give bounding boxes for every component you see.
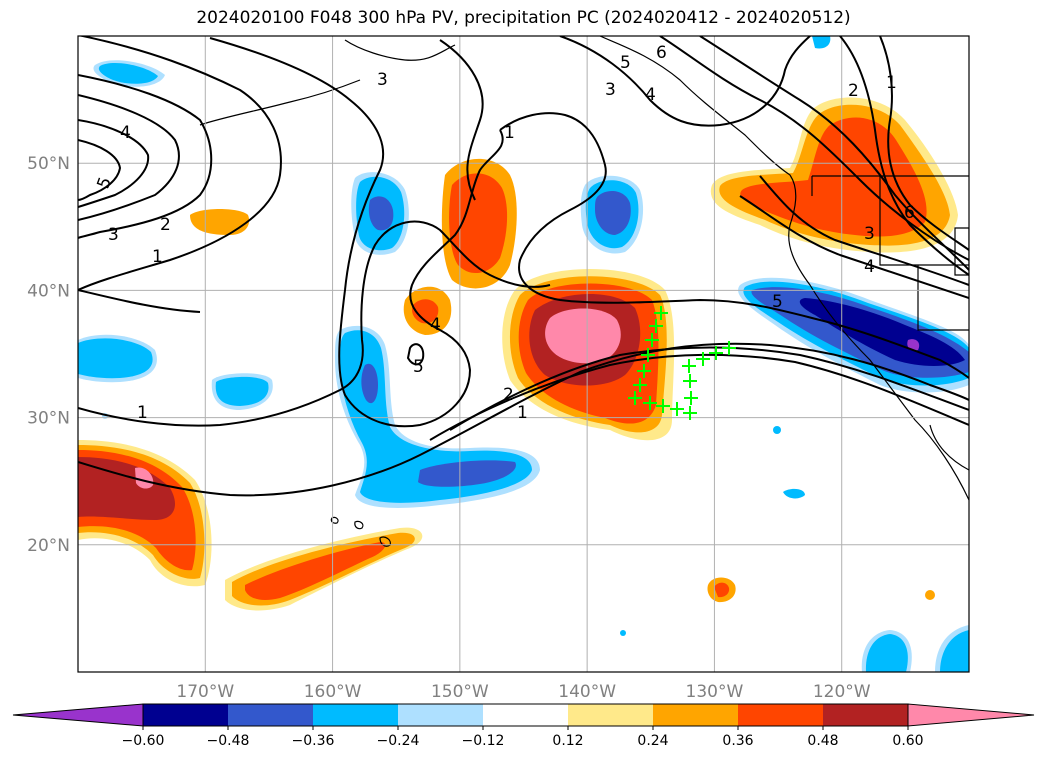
contour-label: 6 bbox=[904, 203, 915, 223]
plus-marker bbox=[682, 359, 696, 373]
plus-marker bbox=[696, 352, 710, 366]
plus-marker bbox=[656, 399, 670, 413]
colorbar-swatch bbox=[653, 704, 738, 726]
contour-label: 5 bbox=[413, 357, 424, 377]
contour-label: 1 bbox=[517, 403, 528, 423]
plus-marker bbox=[645, 333, 659, 347]
plus-marker bbox=[637, 364, 651, 378]
colorbar-tick-label: −0.12 bbox=[462, 733, 505, 749]
contour-label: 4 bbox=[430, 315, 441, 335]
plus-marker bbox=[654, 306, 668, 320]
colorbar-tick-label: −0.36 bbox=[292, 733, 335, 749]
colorbar-swatch bbox=[483, 704, 568, 726]
colorbar-tick-label: 0.36 bbox=[722, 733, 753, 749]
colorbar-tick-label: −0.24 bbox=[377, 733, 420, 749]
colorbar-tick-label: 0.48 bbox=[807, 733, 838, 749]
plus-marker bbox=[641, 348, 655, 362]
colorbar-swatch bbox=[823, 704, 908, 726]
contour-label: 5 bbox=[772, 292, 783, 312]
colorbar-frame bbox=[142, 703, 909, 727]
colorbar-tick-label: 0.12 bbox=[552, 733, 583, 749]
plus-marker bbox=[722, 341, 736, 355]
lon-tick-label: 130°W bbox=[686, 682, 744, 702]
plus-marker bbox=[670, 402, 684, 416]
colorbar-swatch bbox=[398, 704, 483, 726]
contour-label: 1 bbox=[886, 73, 897, 93]
colorbar-tick-label: −0.60 bbox=[122, 733, 165, 749]
lat-tick-label: 50°N bbox=[27, 154, 70, 174]
plus-marker bbox=[643, 396, 657, 410]
contour-label: 3 bbox=[108, 225, 119, 245]
contour-label: 2 bbox=[503, 385, 514, 405]
contour-label: 3 bbox=[605, 80, 616, 100]
coastlines bbox=[199, 36, 969, 547]
longitude-labels: 170°W 160°W 150°W 140°W 130°W 120°W bbox=[176, 682, 870, 702]
colorbar-swatch bbox=[568, 704, 653, 726]
contour-label: 3 bbox=[377, 70, 388, 90]
colorbar-swatch bbox=[738, 704, 823, 726]
lon-tick-label: 160°W bbox=[304, 682, 362, 702]
colorbar-extend-max bbox=[907, 703, 1035, 727]
contour-label: 1 bbox=[152, 247, 163, 267]
lat-tick-label: 40°N bbox=[27, 281, 70, 301]
borders bbox=[811, 175, 969, 331]
lon-tick-label: 170°W bbox=[176, 682, 234, 702]
map-area: 5 4 3 2 1 3 1 3 4 5 6 2 1 4 5 2 1 1 5 3 … bbox=[78, 36, 969, 672]
colorbar-swatch bbox=[143, 704, 228, 726]
gridlines bbox=[78, 36, 969, 672]
contour-label: 5 bbox=[620, 53, 631, 73]
plus-marker bbox=[649, 319, 663, 333]
contour-label: 6 bbox=[656, 43, 667, 63]
lat-tick-label: 30°N bbox=[27, 409, 70, 429]
colorbar-swatch bbox=[313, 704, 398, 726]
negative-precip-shading bbox=[78, 36, 969, 672]
colorbar bbox=[12, 703, 1035, 730]
plus-marker bbox=[683, 374, 697, 388]
contour-label: 4 bbox=[645, 85, 656, 105]
colorbar-tick-label: 0.60 bbox=[892, 733, 923, 749]
lon-tick-label: 140°W bbox=[558, 682, 616, 702]
lat-tick-label: 20°N bbox=[27, 536, 70, 556]
contour-label: 1 bbox=[137, 403, 148, 423]
positive-precip-shading bbox=[78, 97, 958, 611]
green-plus-markers bbox=[628, 306, 736, 420]
colorbar-tick-label: 0.24 bbox=[637, 733, 668, 749]
contour-label: 2 bbox=[848, 81, 859, 101]
colorbar-tick-labels: −0.60 −0.48 −0.36 −0.24 −0.12 0.12 0.24 0.36 0.4… bbox=[122, 733, 924, 749]
map-frame bbox=[77, 35, 970, 673]
pv-contour-labels: 5 4 3 2 1 3 1 3 4 5 6 2 1 4 5 2 1 1 5 3 … bbox=[93, 43, 914, 423]
plus-marker bbox=[628, 391, 642, 405]
latitude-labels: 20°N 30°N 40°N 50°N bbox=[27, 154, 70, 556]
lon-tick-label: 120°W bbox=[813, 682, 871, 702]
contour-label: 4 bbox=[864, 257, 875, 277]
colorbar-extend-min bbox=[12, 703, 144, 727]
contour-label: 2 bbox=[160, 215, 171, 235]
colorbar-tick-label: −0.48 bbox=[207, 733, 250, 749]
pv-contours bbox=[78, 36, 969, 497]
contour-label: 4 bbox=[120, 123, 131, 143]
contour-label: 3 bbox=[864, 224, 875, 244]
colorbar-swatch bbox=[228, 704, 313, 726]
figure-title: 2024020100 F048 300 hPa PV, precipitatio… bbox=[196, 8, 851, 28]
plus-marker bbox=[633, 378, 647, 392]
plus-marker bbox=[709, 346, 723, 360]
lon-tick-label: 150°W bbox=[431, 682, 489, 702]
contour-label: 1 bbox=[504, 123, 515, 143]
plus-marker bbox=[683, 406, 697, 420]
plus-marker bbox=[684, 391, 698, 405]
